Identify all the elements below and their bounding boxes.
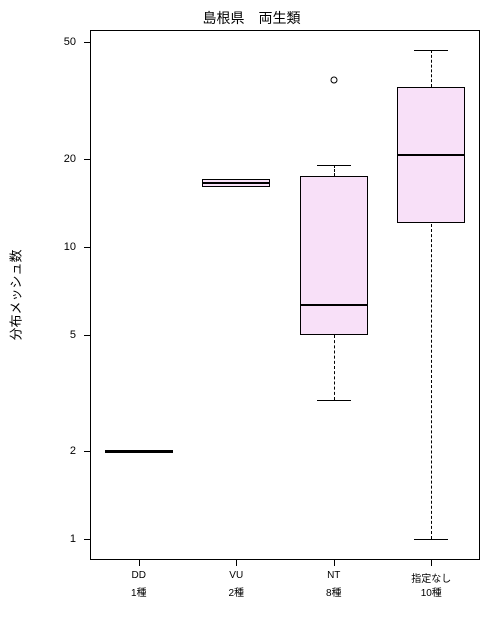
y-tick-mark	[84, 159, 90, 160]
outlier-point	[330, 77, 337, 84]
y-tick-mark	[84, 451, 90, 452]
median-line	[202, 182, 270, 184]
x-category-label-top: DD	[132, 570, 146, 581]
median-line	[397, 154, 465, 156]
x-tick-mark	[431, 560, 432, 566]
chart-title: 島根県 両生類	[0, 8, 503, 28]
y-axis-label: 分布メッシュ数	[6, 249, 25, 340]
x-category-label-bottom: 1種	[131, 584, 147, 599]
y-tick-label: 2	[0, 445, 76, 457]
y-tick-mark	[84, 539, 90, 540]
x-category-label-bottom: 2種	[228, 584, 244, 599]
x-tick-mark	[334, 560, 335, 566]
median-line	[300, 304, 368, 306]
y-tick-label: 5	[0, 329, 76, 341]
y-tick-label: 50	[0, 36, 76, 48]
boxplot-chart: 島根県 両生類 分布メッシュ数 1 2 5 10 20 50 DD 1種 VU 2種 NT 8種 指定な…	[0, 0, 503, 623]
y-tick-label: 10	[0, 241, 76, 253]
x-tick-mark	[236, 560, 237, 566]
x-category-label-top: 指定なし	[411, 570, 451, 585]
x-category-label-top: NT	[327, 570, 340, 581]
whisker-cap-lower	[414, 539, 448, 540]
whisker-lower	[431, 224, 432, 540]
whisker-upper	[334, 165, 335, 175]
median-line	[105, 450, 173, 452]
y-tick-mark	[84, 335, 90, 336]
whisker-lower	[334, 335, 335, 400]
whisker-cap-upper	[317, 165, 351, 166]
y-tick-label: 1	[0, 533, 76, 545]
x-category-label-bottom: 8種	[326, 584, 342, 599]
x-tick-mark	[139, 560, 140, 566]
y-tick-mark	[84, 247, 90, 248]
x-category-label-top: VU	[229, 570, 243, 581]
whisker-upper	[431, 50, 432, 87]
y-tick-label: 20	[0, 153, 76, 165]
whisker-cap-upper	[414, 50, 448, 51]
y-tick-mark	[84, 42, 90, 43]
x-category-label-bottom: 10種	[421, 584, 442, 599]
box	[300, 176, 368, 335]
whisker-cap-lower	[317, 400, 351, 401]
